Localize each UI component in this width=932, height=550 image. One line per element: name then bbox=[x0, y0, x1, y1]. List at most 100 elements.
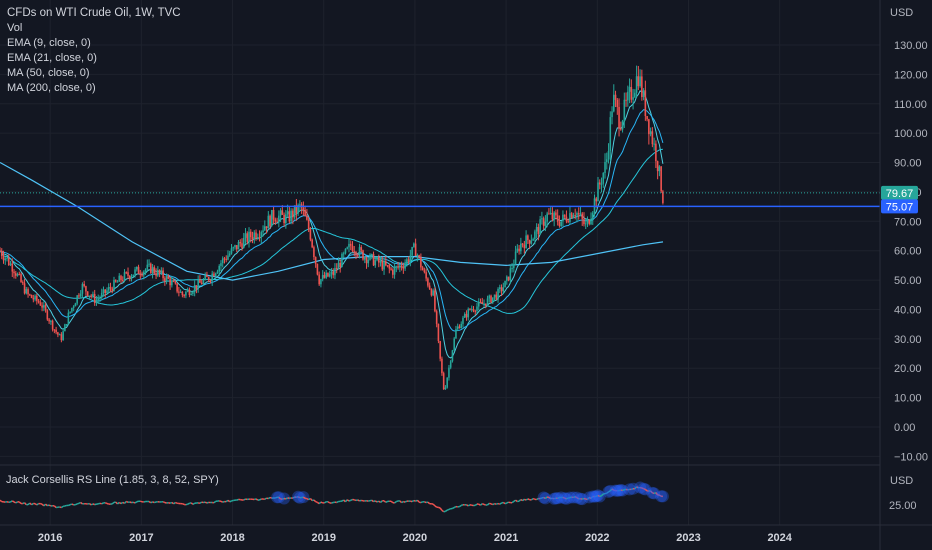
candle-body bbox=[399, 265, 401, 268]
candle-body bbox=[439, 341, 441, 359]
rs-segment bbox=[71, 503, 75, 506]
candle-body bbox=[393, 267, 396, 275]
candle-body bbox=[330, 271, 333, 275]
candle-body bbox=[48, 319, 50, 322]
candle-body bbox=[535, 227, 538, 232]
rs-axis[interactable]: USD 25.00 bbox=[889, 475, 917, 512]
rs-segment bbox=[0, 499, 3, 503]
candle-body bbox=[495, 294, 498, 300]
candle-body bbox=[376, 256, 378, 261]
x-tick-label: 2016 bbox=[38, 532, 62, 544]
candle-body bbox=[637, 76, 640, 87]
rs-segment bbox=[311, 499, 315, 502]
candle-body bbox=[227, 255, 229, 260]
candle-body bbox=[481, 302, 484, 304]
candle-body bbox=[453, 338, 456, 351]
candle-body bbox=[14, 273, 17, 276]
candle-body bbox=[620, 128, 622, 130]
last-price-badge: 79.67 bbox=[886, 188, 914, 200]
candle-body bbox=[46, 310, 49, 320]
candle-body bbox=[157, 269, 159, 276]
candle-body bbox=[458, 326, 461, 329]
candle-body bbox=[192, 291, 194, 294]
rs-segment bbox=[292, 496, 296, 499]
legend-ma200[interactable]: MA (200, close, 0) bbox=[7, 82, 96, 94]
y-tick-label: 100.00 bbox=[894, 128, 928, 140]
rs-segment bbox=[175, 501, 178, 504]
candle-body bbox=[18, 273, 21, 275]
x-tick-label: 2021 bbox=[494, 532, 518, 544]
candle-body bbox=[193, 285, 196, 292]
rs-segment bbox=[631, 488, 634, 491]
candle-body bbox=[11, 263, 14, 272]
rs-segment bbox=[410, 500, 413, 503]
horizontal-line[interactable] bbox=[0, 192, 880, 208]
candle-body bbox=[276, 221, 278, 223]
time-axis[interactable]: 2016 2017 2018 2019 2020 2021 2022 2023 2024 bbox=[38, 532, 793, 544]
candle-body bbox=[541, 218, 543, 220]
candle-body bbox=[216, 271, 219, 274]
candle-body bbox=[353, 251, 356, 253]
rs-segment bbox=[490, 503, 494, 506]
rs-segment bbox=[411, 499, 415, 503]
candle-body bbox=[546, 213, 548, 222]
rs-segment bbox=[344, 499, 348, 503]
candle-body bbox=[616, 99, 619, 107]
candle-body bbox=[627, 91, 629, 101]
candle-body bbox=[484, 303, 487, 306]
candle-body bbox=[500, 287, 503, 292]
candle-body bbox=[309, 229, 312, 240]
candle-body bbox=[395, 266, 398, 268]
y-tick-label: 60.00 bbox=[894, 246, 922, 258]
rs-segment bbox=[438, 506, 441, 509]
candle-body bbox=[511, 268, 513, 270]
candle-body bbox=[295, 205, 298, 214]
candle-body bbox=[283, 214, 285, 224]
rs-segment bbox=[536, 497, 539, 501]
candle-body bbox=[207, 277, 210, 281]
rs-segment bbox=[227, 499, 231, 503]
candle-body bbox=[137, 266, 140, 274]
rs-segment bbox=[306, 497, 310, 501]
legend-ema21[interactable]: EMA (21, close, 0) bbox=[7, 52, 97, 64]
candle-body bbox=[605, 159, 608, 163]
rs-segment bbox=[154, 501, 157, 504]
candle-body bbox=[32, 297, 35, 300]
candle-body bbox=[465, 313, 468, 318]
rs-segment bbox=[595, 494, 599, 497]
rs-segment bbox=[59, 506, 62, 509]
chart-legend: CFDs on WTI Crude Oil, 1W, TVC Vol EMA (… bbox=[7, 6, 181, 96]
candle-body bbox=[65, 324, 68, 326]
candle-body bbox=[260, 232, 263, 238]
candle-body bbox=[430, 289, 433, 296]
candle-body bbox=[462, 317, 464, 324]
candle-body bbox=[316, 263, 319, 275]
candle-body bbox=[544, 221, 547, 226]
candle-body bbox=[234, 245, 236, 248]
candle-body bbox=[200, 282, 203, 285]
candle-body bbox=[467, 308, 470, 318]
candle-body bbox=[388, 265, 391, 269]
candle-body bbox=[334, 268, 336, 276]
candle-body bbox=[188, 289, 191, 296]
rs-segment bbox=[45, 503, 48, 507]
rs-segment bbox=[148, 500, 152, 504]
rs-segment bbox=[394, 501, 397, 504]
chart-title[interactable]: CFDs on WTI Crude Oil, 1W, TVC bbox=[7, 7, 181, 19]
rs-segment bbox=[466, 504, 469, 507]
legend-ema9[interactable]: EMA (9, close, 0) bbox=[7, 37, 91, 49]
candle-body bbox=[339, 262, 342, 267]
rs-segment bbox=[125, 500, 129, 503]
legend-vol[interactable]: Vol bbox=[7, 22, 23, 34]
candle-body bbox=[614, 94, 617, 100]
candle-body bbox=[253, 232, 256, 240]
candle-body bbox=[449, 361, 452, 368]
candle-body bbox=[611, 111, 613, 118]
rs-segment bbox=[658, 494, 662, 497]
candle-body bbox=[53, 329, 56, 331]
rs-segment bbox=[346, 499, 350, 502]
legend-ma50[interactable]: MA (50, close, 0) bbox=[7, 67, 90, 79]
rs-legend[interactable]: Jack Corsellis RS Line (1.85, 3, 8, 52, … bbox=[6, 474, 219, 486]
candle-body bbox=[660, 166, 662, 192]
